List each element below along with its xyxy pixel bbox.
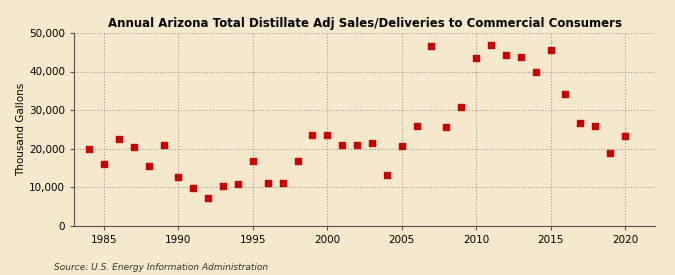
Point: [248, 159, 259, 163]
Point: [188, 186, 198, 190]
Point: [128, 145, 139, 150]
Point: [545, 48, 556, 53]
Point: [113, 137, 124, 141]
Point: [575, 121, 586, 126]
Y-axis label: Thousand Gallons: Thousand Gallons: [16, 82, 26, 176]
Point: [470, 56, 481, 60]
Text: Source: U.S. Energy Information Administration: Source: U.S. Energy Information Administ…: [54, 263, 268, 272]
Point: [292, 159, 303, 163]
Point: [322, 133, 333, 137]
Point: [337, 142, 348, 147]
Point: [263, 181, 273, 185]
Point: [441, 125, 452, 130]
Point: [590, 123, 601, 128]
Point: [99, 162, 109, 166]
Point: [426, 44, 437, 48]
Point: [485, 43, 496, 47]
Point: [500, 52, 511, 57]
Point: [173, 174, 184, 179]
Point: [531, 70, 541, 75]
Point: [233, 182, 244, 186]
Point: [84, 147, 95, 152]
Point: [352, 142, 362, 147]
Point: [158, 142, 169, 147]
Point: [560, 92, 571, 96]
Point: [202, 196, 213, 200]
Point: [516, 55, 526, 59]
Point: [620, 134, 630, 138]
Point: [277, 181, 288, 185]
Point: [456, 105, 466, 109]
Point: [367, 141, 377, 145]
Title: Annual Arizona Total Distillate Adj Sales/Deliveries to Commercial Consumers: Annual Arizona Total Distillate Adj Sale…: [107, 17, 622, 31]
Point: [143, 164, 154, 168]
Point: [381, 173, 392, 177]
Point: [605, 150, 616, 155]
Point: [396, 144, 407, 148]
Point: [411, 124, 422, 128]
Point: [307, 133, 318, 137]
Point: [218, 184, 229, 188]
